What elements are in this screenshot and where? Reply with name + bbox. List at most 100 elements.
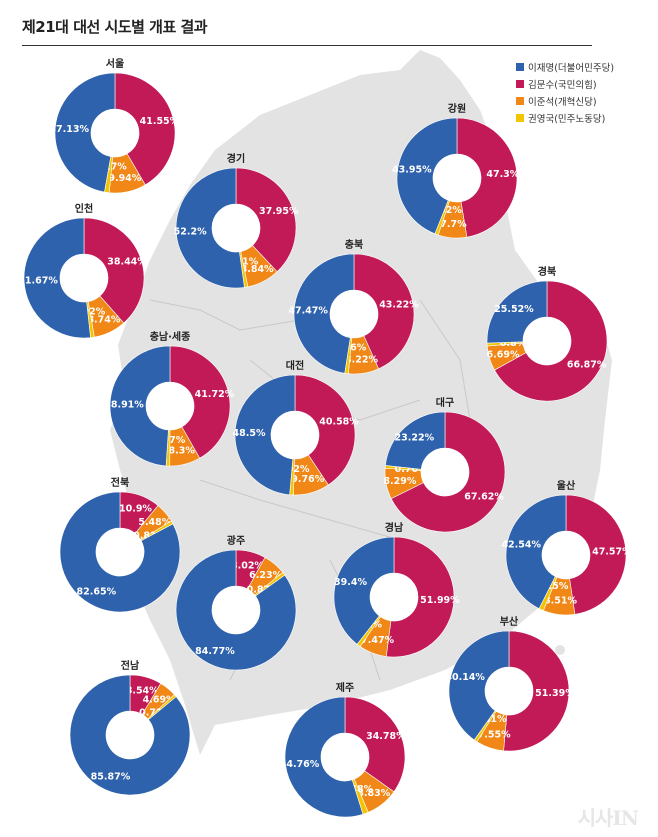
region-title: 광주 [227,535,245,547]
slice-label: 67.62% [464,491,504,502]
slice-label: 41.72% [195,389,235,400]
donut-hole [542,531,590,579]
slice-label: 7.55% [478,730,511,741]
region-title: 충북 [345,238,363,251]
donut-chart: 41.55% 9.94%1.27% 47.13% 서울 [49,57,180,194]
slice-label: 8.74% [87,314,120,325]
slice-label: 48.5% [233,428,266,439]
donut-chart: 66.87% 6.69%0.8% 25.52% 경북 [487,265,608,402]
legend-label: 이준석(개혁신당) [528,96,597,108]
region-title: 울산 [557,479,576,492]
donut-chart: 38.44% 8.74%1.02% 51.67% 인천 [18,202,147,339]
slice-label: 54.76% [280,759,320,770]
slice-label: 0.96% [333,343,366,354]
slice-label: 7.7% [440,219,467,230]
region-title: 전북 [111,476,129,489]
slice-label: 8.02% [231,560,264,571]
slice-label: 1.02% [72,307,105,318]
slice-label: 37.95% [259,206,299,217]
legend-label: 김문수(국민의힘) [528,79,597,91]
slice-label: 0.87% [247,585,280,596]
donut-hole [96,528,144,576]
legend-swatch [516,62,524,71]
region-title: 부산 [500,615,519,628]
slice-label: 1% [366,619,383,630]
slice-label: 7.47% [361,635,394,646]
slice-label: 0.76% [395,464,428,475]
slice-label: 8.84% [241,264,274,275]
region-title: 인천 [75,202,93,215]
slice-label: 40.14% [445,672,485,683]
slice-label: 43.95% [392,164,432,175]
slice-label: 47.13% [49,124,89,135]
slice-label: 48.91% [104,399,144,410]
slice-label: 0.8% [500,338,527,349]
page-title: 제21대 대선 시도별 개표 결과 [22,18,208,36]
region-title: 제주 [336,681,354,694]
slice-label: 66.87% [567,359,607,370]
region-title: 경북 [538,265,556,278]
slice-label: 0.81% [474,714,507,725]
slice-label: 47.3% [486,169,519,180]
slice-label: 41.55% [140,116,180,127]
donut-hole [271,411,319,459]
donut-hole [146,382,194,430]
donut-chart: 51.99% 7.47% 1% 39.4% 경남 [333,521,460,658]
region-title: 전남 [121,659,140,672]
slice-label: 47.57% [592,547,632,558]
donut-chart: 8.02%6.23% 0.87% 84.77% 광주 [175,535,297,671]
region-title: 서울 [106,57,124,70]
donut-chart: 41.72% 8.3%0.97% 48.91% 충남·세종 [104,330,235,467]
slice-label: 42.54% [501,539,541,550]
slice-label: 40.58% [319,417,359,428]
legend-swatch [516,96,524,105]
donut-chart: 47.3% 7.7% 0.92% 43.95% 강원 [392,102,520,239]
donut-chart: 34.78% 8.83%1.48% 54.76% 제주 [280,681,406,818]
slice-label: 8.29% [383,476,416,487]
donut-hole [485,667,533,715]
slice-label: 0.92% [429,205,462,216]
donut-chart: 40.58% 9.76%1.02% 48.5% 대전 [233,359,359,496]
slice-label: 51.67% [18,276,58,287]
donut-hole [106,711,154,759]
slice-label: 25.52% [494,304,534,315]
legend-item: 김문수(국민의힘) [516,75,614,92]
slice-label: 8.51% [544,596,577,607]
donut-chart: 47.57% 8.51% 1.25% 42.54% 울산 [501,479,632,616]
watermark-logo: 시사IN [577,806,639,830]
slice-label: 6.69% [487,349,520,360]
donut-chart: 8.54%4.69%0.72%85.87%전남 [69,659,191,796]
slice-label: 34.78% [366,731,406,742]
donut-chart: 67.62% 8.29%0.76% 23.22% 대구 [383,396,506,533]
slice-label: 8.83% [357,788,390,799]
slice-label: 39.4% [334,577,367,588]
title-divider [22,45,592,46]
slice-label: 8.3% [168,445,195,456]
slice-label: 0.91% [225,257,258,268]
region-title: 대전 [286,359,304,372]
legend-item: 이준석(개혁신당) [516,92,614,109]
legend-label: 이재명(더불어민주당) [528,62,615,74]
region-title: 충남·세종 [150,330,191,343]
slice-label: 85.87% [91,772,131,783]
donut-slice [109,345,171,467]
slice-label: 0.97% [152,435,185,446]
donut-chart: 51.39% 7.55% 0.81% 40.14% 부산 [445,615,575,752]
legend-swatch [516,79,524,88]
slice-label: 1.48% [340,784,373,795]
donut-hole [523,317,571,365]
donut-hole [321,733,369,781]
slice-label: 52.2% [174,226,207,237]
slice-label: 51.39% [535,688,575,699]
slice-label: 51.99% [420,595,460,606]
slice-label: 38.44% [107,257,147,268]
slice-label: 4.69% [143,694,176,705]
slice-label: 23.22% [395,433,435,444]
slice-label: 0.81% [133,530,166,541]
legend-label: 권영국(민주노동당) [528,113,606,125]
islands [555,645,565,655]
donut-chart: 10.9% 5.48% 0.81% 82.65% 전북 [59,476,181,613]
donut-hole [212,204,260,252]
donut-hole [421,448,469,496]
